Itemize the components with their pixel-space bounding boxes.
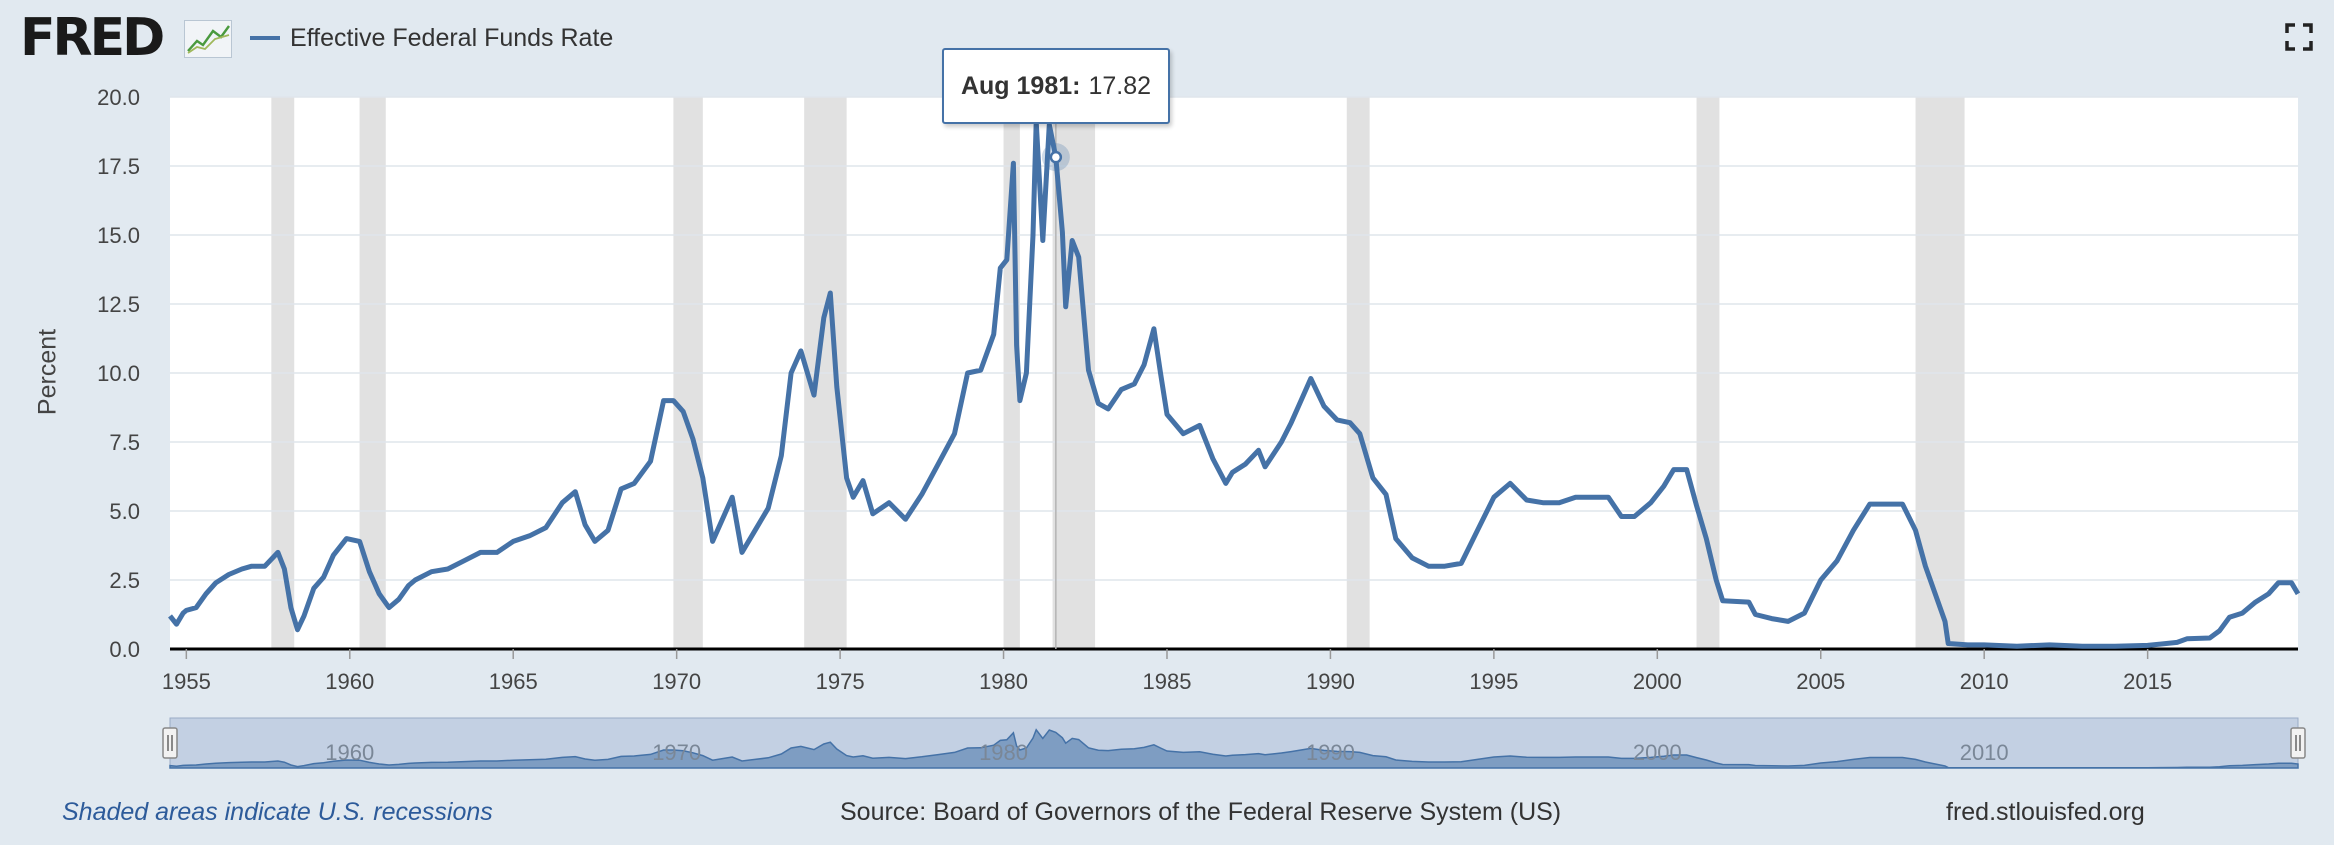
fred-logo-icon [184,20,232,58]
y-tick-label: 10.0 [97,361,140,386]
x-tick-label: 1970 [652,669,701,694]
legend[interactable]: Effective Federal Funds Rate [250,20,613,56]
y-tick-label: 20.0 [97,85,140,110]
y-tick-label: 5.0 [109,499,140,524]
fred-logo[interactable]: FRED [20,8,165,68]
y-tick-label: 15.0 [97,223,140,248]
recession-note[interactable]: Shaded areas indicate U.S. recessions [62,798,493,826]
y-tick-label: 12.5 [97,292,140,317]
x-tick-label: 2015 [2123,669,2172,694]
navigator-tick-label: 1970 [652,740,701,765]
navigator-series [169,728,2299,769]
y-axis-title: Percent [33,328,62,416]
x-tick-label: 2010 [1960,669,2009,694]
x-tick-label: 2005 [1796,669,1845,694]
navigator[interactable]: 1960 1970 1980 1990 2000 2010 [162,717,2306,769]
x-tick-label: 1975 [816,669,865,694]
site-link[interactable]: fred.stlouisfed.org [1946,798,2145,826]
gridlines [170,96,2298,651]
navigator-tick-label: 1980 [979,740,1028,765]
x-tick-label: 1955 [162,669,211,694]
x-axis-ticks: 1955 1960 1965 1970 1975 1980 1985 1990 1995 2000… [162,649,2172,694]
navigator-tick-label: 1960 [325,740,374,765]
series-line [168,119,2301,649]
x-tick-label: 2000 [1633,669,1682,694]
navigator-handle[interactable] [2290,727,2306,759]
navigator-tick-label: 2000 [1633,740,1682,765]
y-tick-label: 2.5 [109,568,140,593]
x-tick-label: 1990 [1306,669,1355,694]
y-tick-label: 0.0 [109,637,140,662]
navigator-tick-label: 1990 [1306,740,1355,765]
y-tick-label: 17.5 [97,154,140,179]
series-layer [168,97,2301,649]
x-tick-label: 1960 [325,669,374,694]
legend-label: Effective Federal Funds Rate [290,23,614,52]
tooltip-value: 17.82 [1088,71,1152,100]
y-tick-label: 7.5 [109,430,140,455]
x-tick-label: 1965 [489,669,538,694]
navigator-handle[interactable] [162,727,178,759]
x-tick-label: 1985 [1143,669,1192,694]
navigator-tick-label: 2010 [1960,740,2009,765]
legend-swatch [250,36,280,40]
source-text: Source: Board of Governors of the Federa… [840,798,1562,826]
x-tick-label: 1980 [979,669,1028,694]
tooltip-date: Aug 1981: [960,71,1081,100]
x-tick-label: 1995 [1469,669,1518,694]
y-axis-ticks: 0.0 2.5 5.0 7.5 10.0 12.5 15.0 17.5 20.0 [97,85,140,662]
data-tooltip: Aug 1981: 17.82 [942,48,1170,124]
fullscreen-icon[interactable] [2284,22,2314,52]
highlight-point [1049,150,1063,164]
